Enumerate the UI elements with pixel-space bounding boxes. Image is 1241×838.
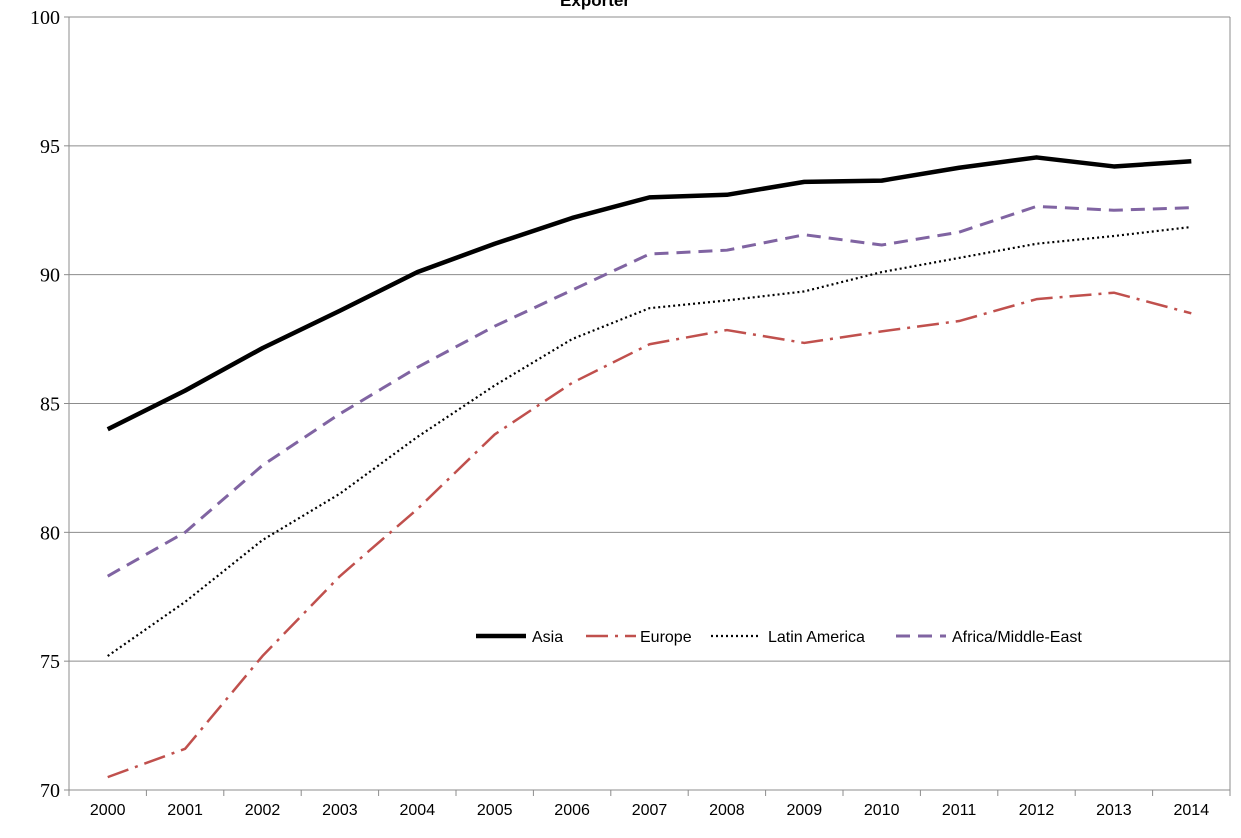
x-tick-label: 2010 [864, 802, 900, 819]
x-tick-label: 2014 [1174, 802, 1210, 819]
legend-label-latin-america: Latin America [768, 629, 865, 646]
legend: Asia Europe Latin America Africa/Middle-Eas… [476, 629, 1082, 646]
x-tick-label: 2013 [1096, 802, 1132, 819]
series-lines [106, 155, 1192, 779]
x-tick-label: 2002 [245, 802, 281, 819]
gridlines [69, 16, 1230, 791]
y-tick-label: 70 [40, 780, 60, 802]
series-line-asia [106, 155, 1192, 432]
x-tick-label: 2000 [90, 802, 126, 819]
series-line-latin-america [107, 225, 1192, 657]
y-tick-label: 75 [40, 651, 60, 673]
x-tick-label: 2005 [477, 802, 513, 819]
x-tick-label: 2012 [1019, 802, 1055, 819]
legend-label-europe: Europe [640, 629, 692, 646]
x-tick-label: 2004 [400, 802, 436, 819]
x-tick-label: 2008 [709, 802, 745, 819]
x-tick-label: 2009 [787, 802, 823, 819]
x-tick-label: 2007 [632, 802, 668, 819]
x-tick-label: 2006 [554, 802, 590, 819]
series-line-europe [107, 291, 1192, 779]
legend-label-asia: Asia [532, 629, 563, 646]
x-tick-label: 2001 [167, 802, 203, 819]
y-tick-label: 80 [40, 522, 60, 544]
series-line-africa-middle-east [106, 204, 1192, 578]
y-tick-label: 95 [40, 136, 60, 158]
x-tick-label: 2003 [322, 802, 358, 819]
y-tick-label: 100 [30, 7, 60, 29]
legend-label-africa-middle-east: Africa/Middle-East [952, 629, 1082, 646]
axes: 70 75 80 85 90 95 100 2000 2001 2002 2003 2004 2005 2… [30, 7, 1231, 819]
y-tick-label: 90 [40, 265, 60, 287]
chart-title: Exporter [560, 0, 630, 10]
y-tick-label: 85 [40, 394, 60, 416]
x-tick-label: 2011 [942, 802, 977, 819]
